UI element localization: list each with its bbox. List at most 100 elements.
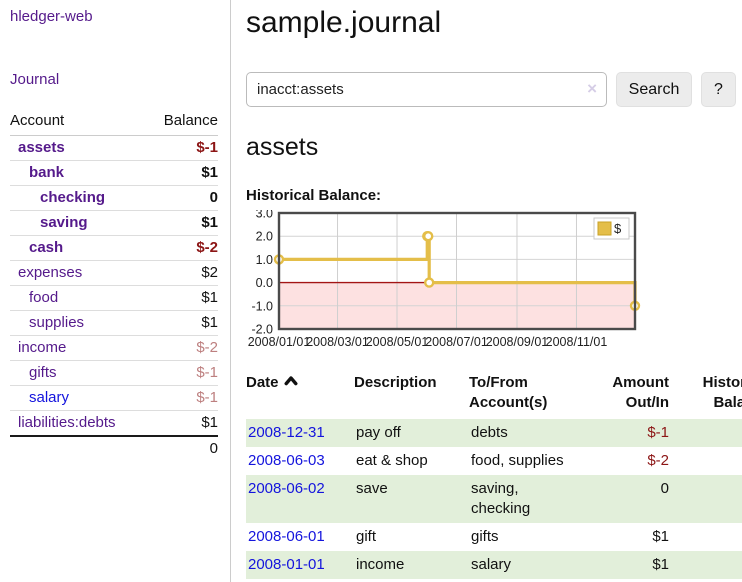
accounts-col-balance: Balance <box>147 108 218 136</box>
transaction-accounts: salary <box>469 551 581 579</box>
sidebar-account-row: saving $1 <box>10 210 218 236</box>
svg-text:2008/09/01: 2008/09/01 <box>486 335 549 349</box>
sidebar-account-link[interactable]: assets <box>18 139 65 156</box>
sidebar-account-balance: $1 <box>147 285 218 311</box>
svg-text:2008/07/01: 2008/07/01 <box>425 335 488 349</box>
transaction-balance: $2 <box>671 475 742 523</box>
sidebar-account-balance: $1 <box>147 410 218 436</box>
transaction-date-link[interactable]: 2008-06-03 <box>248 452 325 469</box>
transaction-accounts: debts <box>469 419 581 447</box>
transaction-amount: $1 <box>581 551 671 579</box>
page-title: sample.journal <box>246 6 442 39</box>
sidebar-account-balance: $-1 <box>196 139 218 156</box>
search-button[interactable]: Search <box>616 72 692 107</box>
sidebar-account-link[interactable]: checking <box>40 189 106 206</box>
sidebar-account-row: expenses $2 <box>10 260 218 286</box>
search-input[interactable] <box>246 72 607 107</box>
transaction-accounts: saving, checking <box>469 475 581 523</box>
sidebar-account-row: salary $-1 <box>10 385 218 411</box>
sidebar-account-balance: $2 <box>147 260 218 286</box>
transaction-date-link[interactable]: 2008-06-01 <box>248 528 325 545</box>
sidebar-account-link[interactable]: food <box>29 289 59 306</box>
register-row: 2008-06-03 eat & shop food, supplies $-20 <box>246 447 742 475</box>
sidebar-account-balance: $1 <box>147 310 218 336</box>
transaction-description: eat & shop <box>356 452 428 469</box>
sidebar-account-row: supplies $1 <box>10 310 218 336</box>
transaction-description: pay off <box>354 419 469 447</box>
accounts-col-account: Account <box>10 108 148 136</box>
transaction-amount: $-2 <box>647 452 669 469</box>
sidebar-account-link[interactable]: saving <box>40 214 88 231</box>
sidebar-account-row: gifts $-1 <box>10 360 218 386</box>
register-col-amount: Amount Out/In <box>612 374 669 411</box>
register-col-description: Description <box>354 374 437 391</box>
search-form: × Search ? <box>246 72 736 107</box>
register-header-row: Date Description To/From Account(s) Amou… <box>246 371 742 419</box>
sidebar-account-row: checking 0 <box>10 185 218 211</box>
sidebar-account-link[interactable]: liabilities:debts <box>18 414 116 431</box>
register-col-tofrom: To/From Account(s) <box>469 374 548 411</box>
sidebar-account-balance: $1 <box>147 160 218 186</box>
main-content: sample.journal × Search ? assets Histori… <box>231 0 742 582</box>
sidebar-account-balance: $1 <box>147 210 218 236</box>
register-row: 2008-06-01 gift gifts $1$2 <box>246 523 742 551</box>
sidebar-account-balance: 0 <box>147 185 218 211</box>
sidebar-accounts-body: assets $-1 bank $1 checking 0 saving $1 cash $-2 e… <box>10 136 218 436</box>
accounts-total-row: 0 <box>10 435 218 461</box>
sidebar-account-link[interactable]: cash <box>29 239 64 256</box>
sort-ascending-icon <box>284 376 298 386</box>
transaction-amount: 0 <box>581 475 671 523</box>
sidebar-account-link[interactable]: supplies <box>29 314 85 331</box>
transaction-description: save <box>354 475 469 523</box>
chart-title: Historical Balance: <box>246 187 382 204</box>
transaction-accounts: food, supplies <box>471 452 564 469</box>
sidebar-account-link[interactable]: income <box>18 339 67 356</box>
svg-text:-2.0: -2.0 <box>251 323 273 337</box>
sidebar-account-link[interactable]: expenses <box>18 264 83 281</box>
clear-search-icon[interactable]: × <box>587 79 597 98</box>
transaction-date-link[interactable]: 2008-01-01 <box>248 556 325 573</box>
transaction-balance: $-1 <box>671 419 742 447</box>
sidebar-account-link[interactable]: gifts <box>29 364 57 381</box>
register-table: Date Description To/From Account(s) Amou… <box>246 371 742 579</box>
sidebar: hledger-web Journal Account Balance asse… <box>0 0 231 582</box>
svg-text:2008/03/01: 2008/03/01 <box>306 335 369 349</box>
svg-text:2008/05/01: 2008/05/01 <box>366 335 429 349</box>
transaction-date-link[interactable]: 2008-12-31 <box>248 424 325 441</box>
svg-text:$: $ <box>614 221 622 236</box>
svg-text:-1.0: -1.0 <box>251 299 273 313</box>
svg-text:2008/11/01: 2008/11/01 <box>546 335 608 349</box>
svg-text:3.0: 3.0 <box>256 210 273 221</box>
sidebar-account-row: income $-2 <box>10 335 218 361</box>
transaction-date-link[interactable]: 2008-06-02 <box>248 480 325 497</box>
transaction-description: income <box>354 551 469 579</box>
sidebar-account-row: cash $-2 <box>10 235 218 261</box>
transaction-balance: $2 <box>671 523 742 551</box>
sidebar-account-row: liabilities:debts $1 <box>10 410 218 436</box>
search-input-wrap: × <box>246 72 607 107</box>
sidebar-account-row: bank $1 <box>10 160 218 186</box>
sidebar-account-row: food $1 <box>10 285 218 311</box>
sidebar-account-balance: $-2 <box>147 235 218 261</box>
historical-balance-chart[interactable]: $3.0 2.0 1.0 0.0 -1.0 -2.0 2008/01/01 2008/03/0… <box>246 207 646 354</box>
accounts-header-row: Account Balance <box>10 108 218 136</box>
sidebar-account-row: assets $-1 <box>10 136 218 161</box>
sidebar-account-link[interactable]: salary <box>29 389 70 406</box>
help-button[interactable]: ? <box>701 72 736 107</box>
accounts-table: Account Balance assets $-1 bank $1 checking 0… <box>10 108 218 461</box>
date-header-label: Date <box>246 374 279 391</box>
transaction-description: gift <box>356 528 377 545</box>
brand-link[interactable]: hledger-web <box>10 8 93 25</box>
register-col-date[interactable]: Date <box>246 371 354 419</box>
transaction-accounts: gifts <box>471 528 499 545</box>
register-col-balance: Historical Balance <box>702 374 742 411</box>
account-heading: assets <box>246 133 319 161</box>
sidebar-account-link[interactable]: bank <box>29 164 65 181</box>
transaction-balance: $1 <box>671 551 742 579</box>
sidebar-item-journal[interactable]: Journal <box>10 71 60 88</box>
